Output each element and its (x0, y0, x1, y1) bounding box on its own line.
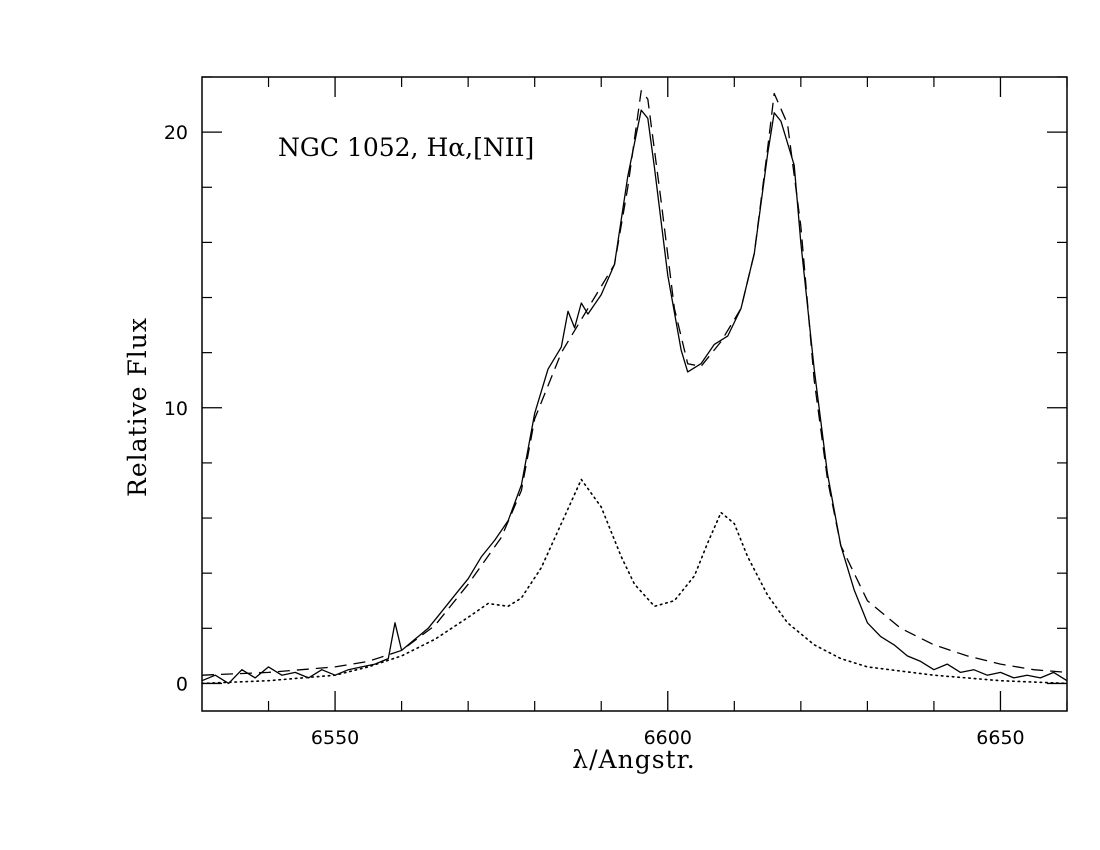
series-dotted-line (201, 478, 1068, 685)
x-tick-label: 6550 (311, 727, 359, 749)
series-solid-line (201, 109, 1068, 685)
series-layer (201, 90, 1068, 685)
tick-labels: 6550 6600 6650 0 10 20 (164, 122, 1025, 749)
chart-annotation: NGC 1052, Hα,[NII] (278, 133, 534, 162)
y-tick-label: 20 (164, 122, 188, 144)
minor-ticks (202, 76, 1068, 711)
plot-frame (201, 76, 1068, 712)
y-axis-label: Relative Flux (123, 317, 152, 497)
y-tick-label: 0 (176, 673, 188, 695)
x-tick-label: 6650 (976, 727, 1024, 749)
x-tick-label: 6600 (644, 727, 692, 749)
major-ticks (202, 77, 1067, 711)
y-tick-label: 10 (164, 398, 188, 420)
series-dashed-line (201, 90, 1068, 676)
x-axis-label: λ/Angstr. (572, 745, 695, 774)
